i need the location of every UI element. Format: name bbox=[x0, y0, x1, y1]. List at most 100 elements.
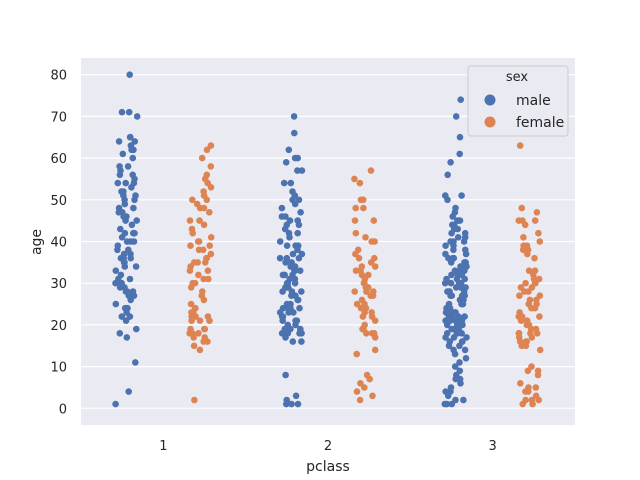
point-female-class-1 bbox=[200, 338, 207, 345]
point-female-class-3 bbox=[536, 238, 544, 245]
point-male-class-2 bbox=[292, 392, 300, 400]
point-male-class-2 bbox=[295, 221, 303, 229]
point-male-class-2 bbox=[288, 292, 295, 300]
point-male-class-3 bbox=[456, 342, 463, 350]
point-female-class-3 bbox=[524, 250, 531, 258]
point-male-class-1 bbox=[127, 296, 134, 304]
point-male-class-1 bbox=[133, 217, 140, 224]
point-male-class-2 bbox=[291, 154, 299, 162]
point-female-class-3 bbox=[518, 204, 526, 212]
point-female-class-3 bbox=[535, 229, 542, 237]
point-female-class-3 bbox=[524, 367, 532, 375]
point-male-class-1 bbox=[129, 154, 137, 162]
point-male-class-3 bbox=[460, 238, 468, 245]
point-male-class-1 bbox=[128, 184, 135, 191]
point-male-class-3 bbox=[447, 279, 455, 287]
point-male-class-3 bbox=[460, 396, 467, 404]
point-female-class-1 bbox=[192, 313, 199, 320]
y-tick-label: 40 bbox=[50, 236, 67, 251]
point-male-class-1 bbox=[122, 317, 130, 325]
legend-title: sex bbox=[506, 70, 529, 85]
point-female-class-2 bbox=[371, 346, 379, 354]
point-male-class-3 bbox=[452, 113, 460, 120]
point-male-class-3 bbox=[448, 292, 456, 300]
point-male-class-1 bbox=[130, 229, 137, 237]
y-tick-label: 0 bbox=[59, 402, 67, 417]
point-male-class-1 bbox=[114, 179, 122, 187]
point-male-class-1 bbox=[117, 225, 124, 233]
point-male-class-3 bbox=[445, 342, 453, 350]
point-female-class-1 bbox=[203, 146, 211, 154]
point-male-class-1 bbox=[116, 284, 124, 291]
point-female-class-1 bbox=[187, 300, 195, 308]
point-male-class-2 bbox=[295, 254, 303, 262]
point-female-class-1 bbox=[195, 330, 202, 337]
point-female-class-3 bbox=[515, 217, 523, 224]
point-male-class-2 bbox=[279, 317, 287, 325]
point-male-class-3 bbox=[451, 363, 459, 370]
point-male-class-1 bbox=[112, 267, 120, 275]
point-male-class-2 bbox=[283, 400, 290, 408]
point-male-class-1 bbox=[118, 313, 126, 320]
point-male-class-3 bbox=[459, 321, 466, 329]
point-male-class-3 bbox=[448, 229, 455, 237]
point-female-class-1 bbox=[204, 267, 212, 275]
point-male-class-3 bbox=[442, 242, 449, 249]
point-female-class-3 bbox=[517, 380, 524, 387]
point-female-class-2 bbox=[367, 167, 375, 174]
point-male-class-3 bbox=[447, 259, 455, 266]
point-female-class-3 bbox=[528, 304, 535, 312]
point-female-class-2 bbox=[351, 288, 359, 295]
point-male-class-3 bbox=[448, 271, 455, 279]
point-female-class-1 bbox=[187, 242, 194, 249]
point-female-class-2 bbox=[371, 334, 379, 341]
point-female-class-2 bbox=[353, 388, 361, 395]
point-male-class-1 bbox=[127, 238, 134, 245]
point-male-class-3 bbox=[452, 284, 460, 291]
point-male-class-1 bbox=[112, 300, 120, 308]
point-female-class-1 bbox=[190, 334, 197, 341]
point-female-class-3 bbox=[533, 209, 541, 216]
point-female-class-1 bbox=[190, 342, 198, 350]
point-male-class-3 bbox=[458, 330, 466, 337]
point-male-class-2 bbox=[283, 242, 291, 249]
point-male-class-3 bbox=[457, 380, 464, 387]
legend-label-male: male bbox=[516, 93, 551, 109]
legend-label-female: female bbox=[516, 115, 564, 131]
point-male-class-2 bbox=[282, 213, 289, 220]
point-female-class-1 bbox=[186, 217, 194, 224]
point-female-class-3 bbox=[521, 221, 529, 229]
point-female-class-1 bbox=[206, 242, 213, 249]
x-tick-label: 3 bbox=[489, 439, 497, 454]
point-male-class-1 bbox=[125, 388, 132, 395]
point-female-class-2 bbox=[369, 292, 377, 300]
point-male-class-3 bbox=[454, 234, 462, 241]
point-male-class-1 bbox=[125, 108, 133, 116]
point-male-class-1 bbox=[115, 138, 123, 145]
point-female-class-3 bbox=[531, 217, 539, 224]
point-male-class-2 bbox=[289, 250, 297, 258]
point-male-class-3 bbox=[458, 192, 465, 199]
point-male-class-2 bbox=[291, 279, 299, 287]
point-male-class-2 bbox=[282, 159, 290, 166]
point-male-class-3 bbox=[462, 355, 470, 362]
point-male-class-1 bbox=[126, 275, 134, 283]
point-female-class-3 bbox=[522, 388, 529, 395]
point-female-class-2 bbox=[356, 179, 364, 187]
point-female-class-2 bbox=[366, 375, 374, 383]
point-male-class-2 bbox=[284, 284, 291, 291]
point-male-class-1 bbox=[126, 133, 134, 141]
point-male-class-2 bbox=[298, 167, 306, 174]
point-female-class-2 bbox=[359, 313, 367, 320]
point-male-class-2 bbox=[298, 338, 305, 345]
point-male-class-3 bbox=[444, 196, 451, 204]
y-axis-title: age bbox=[29, 229, 45, 255]
y-tick-label: 60 bbox=[50, 152, 67, 167]
point-male-class-2 bbox=[295, 196, 303, 204]
point-male-class-2 bbox=[294, 229, 302, 237]
point-male-class-3 bbox=[461, 346, 469, 354]
point-female-class-3 bbox=[520, 234, 527, 241]
point-female-class-1 bbox=[187, 284, 195, 291]
point-male-class-3 bbox=[447, 159, 454, 166]
